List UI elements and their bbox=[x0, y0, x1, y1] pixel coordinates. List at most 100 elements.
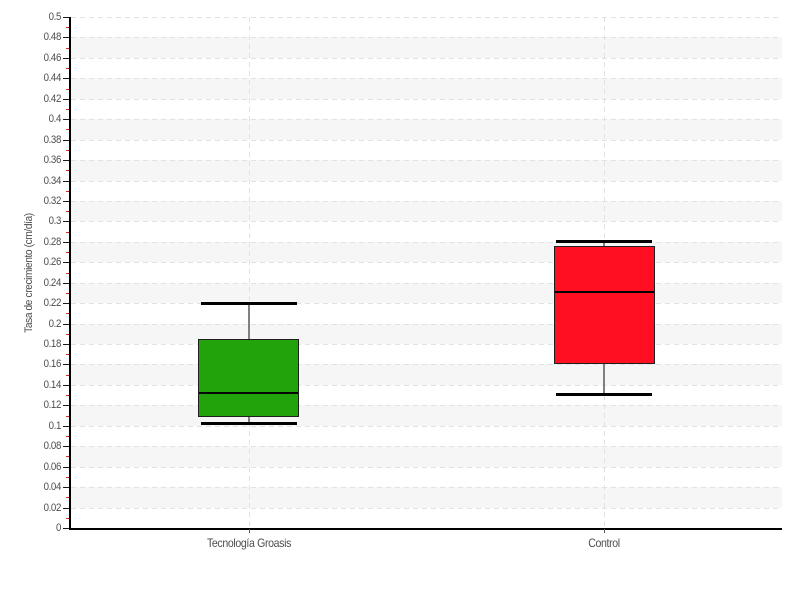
y-major-tick bbox=[63, 384, 69, 386]
y-major-tick bbox=[63, 98, 69, 100]
plot-band bbox=[71, 139, 782, 161]
y-tick-label: 0.48 bbox=[43, 31, 62, 44]
whisker-stem-top bbox=[247, 303, 250, 339]
y-major-tick bbox=[63, 364, 69, 366]
gridline-horizontal bbox=[71, 180, 782, 182]
gridline-horizontal bbox=[71, 282, 782, 284]
y-tick-label: 0.38 bbox=[43, 133, 62, 146]
y-major-tick bbox=[63, 507, 69, 509]
y-tick-label: 0.5 bbox=[48, 11, 62, 23]
y-major-tick bbox=[63, 160, 69, 162]
plot-area bbox=[71, 17, 782, 528]
whisker-stem-top bbox=[603, 241, 606, 246]
plot-band bbox=[71, 364, 782, 385]
y-minor-tick bbox=[66, 211, 69, 213]
y-tick-label: 0.34 bbox=[43, 174, 62, 187]
median-line bbox=[554, 290, 654, 293]
y-major-tick bbox=[63, 119, 69, 121]
whisker-cap-max bbox=[556, 240, 653, 244]
boxplot-box-1[interactable] bbox=[553, 245, 655, 365]
gridline-horizontal bbox=[71, 221, 782, 223]
y-tick-label: 0.42 bbox=[43, 92, 62, 105]
plot-band bbox=[71, 282, 782, 304]
y-major-tick bbox=[63, 344, 69, 346]
y-tick-label: 0.28 bbox=[43, 235, 62, 248]
whisker-cap-min bbox=[556, 392, 653, 396]
gridline-horizontal bbox=[71, 405, 782, 407]
gridline-horizontal bbox=[71, 344, 782, 346]
y-major-tick bbox=[63, 528, 69, 529]
gridline-horizontal bbox=[71, 119, 782, 121]
plot-band bbox=[71, 180, 782, 201]
plot-band bbox=[71, 37, 782, 58]
y-minor-tick bbox=[66, 272, 69, 274]
y-minor-tick bbox=[66, 68, 69, 70]
x-category-tick bbox=[248, 529, 250, 533]
y-minor-tick bbox=[66, 374, 69, 376]
gridline-horizontal bbox=[71, 200, 782, 202]
y-tick-label: 0.46 bbox=[43, 51, 62, 64]
gridline-horizontal bbox=[71, 78, 782, 80]
y-tick-label: 0.3 bbox=[48, 215, 62, 228]
gridline-horizontal bbox=[71, 323, 782, 325]
boxplot-box-0[interactable] bbox=[198, 338, 300, 417]
gridline-horizontal bbox=[71, 160, 782, 162]
x-category-label-1: Control bbox=[588, 536, 621, 550]
y-minor-tick bbox=[66, 456, 69, 458]
y-minor-tick bbox=[66, 476, 69, 478]
y-minor-tick bbox=[66, 88, 69, 90]
y-major-tick bbox=[63, 241, 69, 243]
y-minor-tick bbox=[66, 170, 69, 172]
plot-band bbox=[71, 466, 782, 488]
y-tick-label: 0.12 bbox=[43, 399, 62, 412]
gridline-horizontal bbox=[71, 57, 782, 59]
y-major-tick bbox=[63, 487, 69, 489]
plot-band bbox=[71, 119, 782, 140]
y-minor-tick bbox=[66, 415, 69, 417]
gridline-vertical bbox=[248, 17, 250, 528]
y-tick-label: 0.4 bbox=[48, 113, 62, 126]
y-minor-tick bbox=[66, 333, 69, 335]
y-major-tick bbox=[63, 180, 69, 182]
y-axis-line bbox=[69, 17, 71, 529]
y-major-tick bbox=[63, 37, 69, 39]
gridline-horizontal bbox=[71, 425, 782, 427]
y-minor-tick bbox=[66, 313, 69, 315]
y-major-tick bbox=[63, 303, 69, 305]
plot-band bbox=[71, 262, 782, 283]
y-tick-label: 0.02 bbox=[43, 501, 62, 514]
y-tick-label: 0.04 bbox=[43, 481, 62, 494]
x-category-label-0: Tecnología Groasis bbox=[206, 536, 291, 550]
y-minor-tick bbox=[66, 497, 69, 499]
plot-band bbox=[71, 17, 782, 38]
plot-band bbox=[71, 446, 782, 467]
y-tick-label: 0.22 bbox=[43, 297, 62, 310]
plot-band bbox=[71, 78, 782, 99]
plot-band bbox=[71, 221, 782, 242]
gridline-horizontal bbox=[71, 446, 782, 448]
plot-band bbox=[71, 323, 782, 345]
gridline-horizontal bbox=[71, 364, 782, 366]
y-minor-tick bbox=[66, 292, 69, 294]
plot-band bbox=[71, 384, 782, 406]
whisker-stem-bottom bbox=[603, 364, 606, 395]
y-tick-label: 0.16 bbox=[43, 358, 62, 371]
y-major-tick bbox=[63, 446, 69, 448]
y-minor-tick bbox=[66, 149, 69, 151]
y-minor-tick bbox=[66, 517, 69, 519]
plot-band bbox=[71, 487, 782, 508]
y-major-tick bbox=[63, 17, 69, 18]
y-tick-label: 0.44 bbox=[43, 72, 62, 85]
y-major-tick bbox=[63, 221, 69, 223]
plot-band bbox=[71, 98, 782, 120]
plot-band bbox=[71, 405, 782, 426]
median-line bbox=[199, 392, 299, 395]
gridline-horizontal bbox=[71, 507, 782, 509]
plot-band bbox=[71, 303, 782, 324]
whisker-stem-bottom bbox=[247, 416, 250, 424]
y-major-tick bbox=[63, 78, 69, 80]
y-tick-label: 0.32 bbox=[43, 194, 62, 207]
y-minor-tick bbox=[66, 47, 69, 49]
y-minor-tick bbox=[66, 129, 69, 131]
y-minor-tick bbox=[66, 190, 69, 192]
